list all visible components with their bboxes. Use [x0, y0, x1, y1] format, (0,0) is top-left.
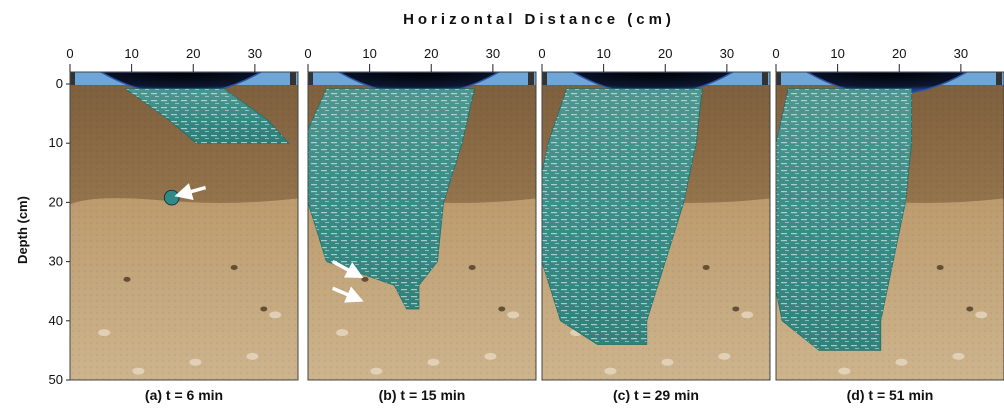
x-tick-label: 30	[486, 46, 500, 61]
frame-post	[776, 72, 781, 85]
dye-spot	[163, 189, 180, 206]
stone	[427, 358, 440, 366]
stone	[952, 352, 965, 360]
panels: 0 10 20 30 (a) t = 6 min 0 10 20 30 (b) t = 15 mi…	[66, 46, 1004, 403]
x-tick-label: 30	[954, 46, 968, 61]
x-tick-label: 10	[596, 46, 610, 61]
left-axis-title: Depth (cm)	[15, 196, 30, 264]
pore	[260, 306, 268, 312]
dye-glint	[308, 88, 475, 309]
panel-caption: (c) t = 29 min	[613, 387, 699, 403]
y-tick-label: 0	[56, 76, 63, 91]
pore	[498, 306, 506, 312]
pore	[230, 265, 238, 271]
depth-axis: 0 10 20 30 40 50	[49, 76, 72, 387]
stone	[484, 352, 497, 360]
panel: 0 10 20 30 (d) t = 51 min	[772, 46, 1004, 403]
dye-glint	[125, 88, 289, 144]
frame-post	[528, 72, 534, 85]
stone	[975, 311, 988, 319]
dye-glint	[542, 88, 703, 345]
stone	[132, 367, 145, 375]
panel-border	[307, 71, 537, 381]
x-tick-label: 20	[892, 46, 906, 61]
x-tick-label: 10	[124, 46, 138, 61]
x-tick-label: 30	[720, 46, 734, 61]
pore	[123, 276, 131, 282]
y-tick-label: 40	[49, 313, 63, 328]
panel-caption: (a) t = 6 min	[145, 387, 223, 403]
pore	[361, 276, 369, 282]
panel-caption: (d) t = 51 min	[847, 387, 934, 403]
y-tick-label: 30	[49, 254, 63, 269]
stone	[718, 352, 731, 360]
y-tick-label: 10	[49, 135, 63, 150]
pore	[702, 265, 710, 271]
stone	[507, 311, 520, 319]
x-tick-label: 0	[538, 46, 545, 61]
annotation-arrow	[331, 286, 364, 303]
pore	[966, 306, 974, 312]
x-tick-label: 0	[772, 46, 779, 61]
dye-glint	[776, 88, 912, 351]
stone	[269, 311, 282, 319]
y-tick-label: 50	[49, 372, 63, 387]
panel: 0 10 20 30 (c) t = 29 min	[538, 46, 771, 403]
pore	[732, 306, 740, 312]
top-axis-title: Horizontal Distance (cm)	[403, 11, 675, 28]
stone	[661, 358, 674, 366]
panel-caption: (b) t = 15 min	[379, 387, 466, 403]
panel-border	[775, 71, 1004, 381]
x-tick-label: 20	[186, 46, 200, 61]
x-tick-label: 0	[304, 46, 311, 61]
x-tick-label: 30	[248, 46, 262, 61]
stone	[98, 329, 111, 337]
panel: 0 10 20 30 (a) t = 6 min	[66, 46, 299, 403]
frame-post	[996, 72, 1002, 85]
frame-post	[70, 72, 75, 85]
stone	[370, 367, 383, 375]
frame-post	[308, 72, 313, 85]
x-tick-label: 0	[66, 46, 73, 61]
frame-post	[542, 72, 547, 85]
x-tick-label: 10	[830, 46, 844, 61]
pore	[468, 265, 476, 271]
stone	[838, 367, 851, 375]
stone	[895, 358, 908, 366]
panel-border	[69, 71, 299, 381]
stone	[604, 367, 617, 375]
x-tick-label: 20	[658, 46, 672, 61]
frame-post	[762, 72, 768, 85]
pore	[936, 265, 944, 271]
y-tick-label: 20	[49, 194, 63, 209]
annotation-arrow	[331, 260, 364, 279]
x-tick-label: 10	[362, 46, 376, 61]
panel-border	[541, 71, 771, 381]
stone	[246, 352, 259, 360]
stone	[741, 311, 754, 319]
stone	[189, 358, 202, 366]
x-tick-label: 20	[424, 46, 438, 61]
panel: 0 10 20 30 (b) t = 15 min	[304, 46, 537, 403]
stone	[336, 329, 349, 337]
annotation-arrow	[174, 183, 207, 200]
frame-post	[290, 72, 296, 85]
